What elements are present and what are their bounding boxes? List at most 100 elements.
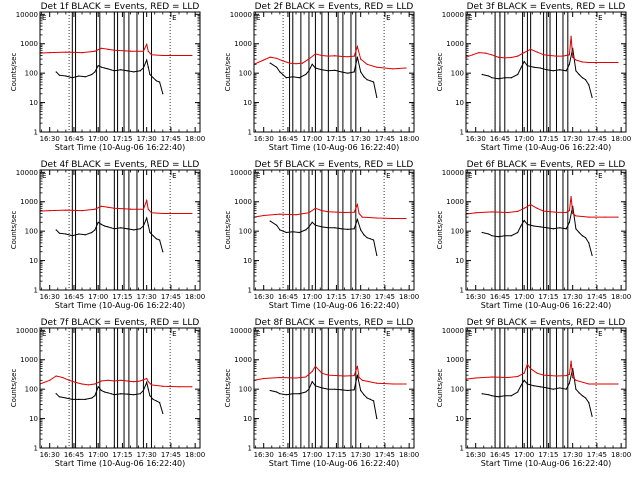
plot-frame: [39, 11, 201, 133]
events-data-point: [126, 228, 128, 230]
x-tick-label: 16:45: [64, 293, 84, 301]
events-data-point: [120, 227, 122, 229]
events-data-point: [285, 394, 287, 396]
lld-data-point: [162, 212, 164, 215]
lld-data-point: [565, 374, 567, 377]
corner-marker-right: E: [598, 172, 602, 180]
lld-data-point: [517, 210, 519, 212]
events-data-point: [308, 226, 310, 228]
lld-data-point: [536, 372, 538, 374]
lld-data-point: [87, 384, 90, 386]
x-tick-label: 18:00: [399, 293, 419, 301]
lld-data-point: [617, 61, 619, 64]
lld-data-point: [542, 54, 545, 56]
events-data-point: [546, 387, 548, 389]
lld-data-point: [269, 56, 271, 58]
events-data-point: [497, 396, 499, 398]
y-tick-label: 100: [239, 70, 252, 78]
events-data-point: [142, 225, 145, 227]
plot-frame: [39, 327, 201, 449]
events-data-point: [481, 231, 483, 234]
lld-data-point: [100, 205, 103, 207]
events-data-point: [142, 67, 145, 69]
events-data-point: [546, 69, 548, 71]
events-data-point: [158, 81, 161, 83]
lld-data-point: [555, 211, 558, 213]
events-data-point: [276, 391, 278, 393]
events-data-point: [55, 71, 57, 73]
x-tick-label: 17:15: [538, 293, 558, 301]
events-data-point: [100, 223, 103, 225]
panel-title: Det 3f BLACK = Events, RED = LLD: [467, 2, 626, 12]
events-data-point: [58, 232, 60, 234]
plot-frame: [253, 169, 415, 291]
events-data-point: [327, 388, 329, 390]
events-data-point: [568, 221, 571, 223]
x-axis-label: Start Time (10-Aug-06 16:22:40): [55, 143, 186, 152]
x-tick-label: 17:45: [375, 451, 395, 459]
events-data-point: [360, 71, 362, 73]
lld-data-point: [334, 55, 336, 57]
lld-series-line: [465, 196, 618, 218]
x-tick-label: 17:15: [326, 293, 346, 301]
events-data-point: [162, 93, 164, 95]
x-tick-label: 16:30: [466, 451, 486, 459]
events-data-point: [526, 223, 529, 225]
lld-data-point: [321, 54, 323, 57]
events-data-point: [353, 389, 355, 391]
x-tick-label: 17:30: [351, 135, 371, 143]
events-data-point: [491, 235, 493, 237]
chart-panel-1: Det 1f BLACK = Events, RED = LLD 1 10 100 10…: [10, 2, 205, 152]
x-tick-label: 17:00: [514, 135, 534, 143]
lld-data-point: [405, 217, 407, 220]
chart-panel-6: Det 6f BLACK = Events, RED = LLD 1 10 100 10…: [436, 160, 631, 310]
x-tick-label: 16:45: [490, 135, 510, 143]
events-data-point: [133, 71, 135, 73]
panel-title: Det 2f BLACK = Events, RED = LLD: [255, 2, 414, 12]
lld-data-point: [146, 199, 148, 202]
corner-marker-right: E: [386, 172, 390, 180]
lld-data-point: [113, 207, 115, 209]
x-tick-label: 16:30: [466, 293, 486, 301]
events-data-point: [91, 73, 93, 76]
events-data-point: [568, 63, 571, 65]
lld-data-point: [279, 376, 281, 379]
panel-title: Det 1f BLACK = Events, RED = LLD: [41, 2, 200, 12]
events-data-point: [292, 231, 294, 233]
lld-data-point: [142, 50, 145, 52]
y-tick-label: 1: [460, 445, 464, 453]
lld-data-point: [356, 365, 359, 367]
lld-data-point: [604, 216, 606, 218]
events-data-point: [340, 228, 342, 230]
x-tick-label: 16:45: [278, 451, 298, 459]
x-tick-label: 17:30: [563, 293, 583, 301]
lld-data-point: [295, 214, 297, 216]
events-data-point: [149, 73, 151, 76]
events-data-point: [356, 56, 359, 58]
events-data-point: [279, 229, 281, 231]
x-tick-label: 17:30: [137, 451, 157, 459]
x-tick-label: 17:15: [112, 451, 132, 459]
lld-data-point: [321, 372, 323, 374]
y-axis-label: Counts/sec: [224, 369, 232, 408]
lld-data-point: [340, 55, 342, 58]
lld-data-point: [491, 54, 493, 56]
events-data-point: [517, 73, 519, 76]
lld-data-point: [575, 379, 577, 381]
events-data-point: [113, 70, 115, 72]
y-tick-label: 100: [239, 386, 252, 394]
y-tick-label: 100: [25, 228, 38, 236]
events-data-point: [327, 70, 329, 72]
events-data-point: [126, 393, 128, 395]
lld-data-point: [68, 379, 70, 381]
events-data-point: [107, 392, 109, 394]
events-series-line: [55, 216, 164, 252]
lld-data-point: [568, 373, 571, 375]
x-tick-label: 17:15: [326, 451, 346, 459]
x-tick-label: 17:45: [587, 293, 607, 301]
events-data-point: [526, 383, 529, 385]
lld-data-point: [150, 384, 153, 386]
x-tick-label: 16:45: [64, 135, 84, 143]
events-data-point: [376, 96, 378, 99]
lld-series-line: [39, 375, 192, 388]
